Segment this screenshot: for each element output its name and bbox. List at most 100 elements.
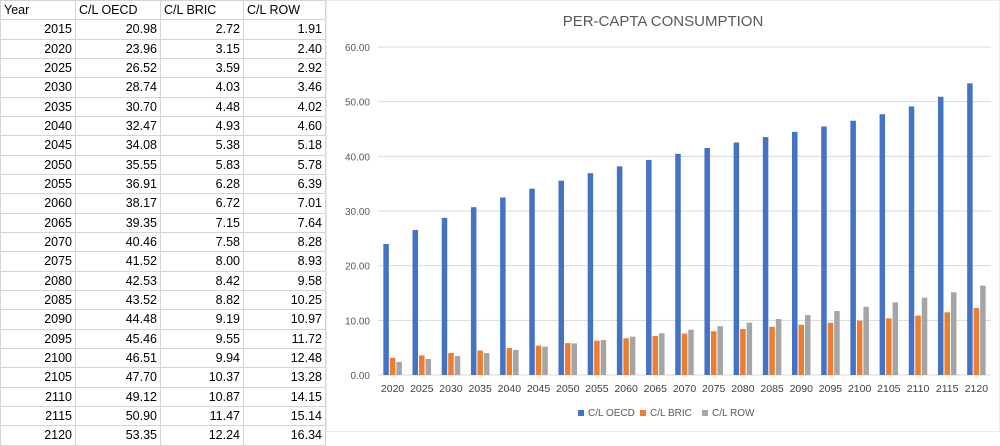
value-cell[interactable]: 8.28 bbox=[243, 231, 326, 253]
year-cell[interactable]: 2090 bbox=[0, 309, 76, 330]
value-cell[interactable]: 9.58 bbox=[243, 270, 326, 291]
value-cell[interactable]: 3.59 bbox=[160, 57, 244, 79]
value-cell[interactable]: 5.38 bbox=[160, 135, 244, 156]
value-cell[interactable]: 32.47 bbox=[75, 115, 161, 137]
year-cell[interactable]: 2115 bbox=[0, 405, 76, 427]
value-cell[interactable]: 8.93 bbox=[243, 251, 326, 272]
year-cell[interactable]: 2045 bbox=[0, 135, 76, 156]
value-cell[interactable]: 10.25 bbox=[243, 289, 326, 311]
value-cell[interactable]: 4.03 bbox=[160, 77, 244, 98]
value-cell[interactable]: 6.28 bbox=[160, 173, 244, 195]
header-cell[interactable]: C/L ROW bbox=[243, 0, 326, 21]
value-cell[interactable]: 34.08 bbox=[75, 135, 161, 156]
year-cell[interactable]: 2015 bbox=[0, 19, 76, 40]
value-cell[interactable]: 15.14 bbox=[243, 405, 326, 427]
value-cell[interactable]: 13.28 bbox=[243, 367, 326, 388]
value-cell[interactable]: 2.92 bbox=[243, 57, 326, 79]
value-cell[interactable]: 41.52 bbox=[75, 251, 161, 272]
year-cell[interactable]: 2095 bbox=[0, 328, 76, 349]
value-cell[interactable]: 8.42 bbox=[160, 270, 244, 291]
value-cell[interactable]: 8.82 bbox=[160, 289, 244, 311]
value-cell[interactable]: 30.70 bbox=[75, 96, 161, 117]
header-cell[interactable]: Year bbox=[0, 0, 76, 21]
year-cell[interactable]: 2055 bbox=[0, 173, 76, 195]
value-cell[interactable]: 11.47 bbox=[160, 405, 244, 427]
value-cell[interactable]: 9.94 bbox=[160, 347, 244, 369]
year-cell[interactable]: 2060 bbox=[0, 193, 76, 214]
value-cell[interactable]: 9.19 bbox=[160, 309, 244, 330]
value-cell[interactable]: 53.35 bbox=[75, 425, 161, 446]
value-cell[interactable]: 11.72 bbox=[243, 328, 326, 349]
value-cell[interactable]: 28.74 bbox=[75, 77, 161, 98]
value-cell[interactable]: 4.02 bbox=[243, 96, 326, 117]
year-cell[interactable]: 2120 bbox=[0, 425, 76, 446]
value-cell[interactable]: 3.15 bbox=[160, 38, 244, 59]
year-cell[interactable]: 2020 bbox=[0, 38, 76, 59]
value-cell[interactable]: 9.55 bbox=[160, 328, 244, 349]
bar bbox=[629, 336, 636, 375]
value-cell[interactable]: 50.90 bbox=[75, 405, 161, 427]
value-cell[interactable]: 10.97 bbox=[243, 309, 326, 330]
value-cell[interactable]: 6.72 bbox=[160, 193, 244, 214]
value-cell[interactable]: 12.24 bbox=[160, 425, 244, 446]
value-cell[interactable]: 10.87 bbox=[160, 386, 244, 407]
header-cell[interactable]: C/L OECD bbox=[75, 0, 161, 21]
value-cell[interactable]: 46.51 bbox=[75, 347, 161, 369]
x-tick-label: 2090 bbox=[790, 383, 814, 395]
value-cell[interactable]: 4.60 bbox=[243, 115, 326, 137]
value-cell[interactable]: 49.12 bbox=[75, 386, 161, 407]
value-cell[interactable]: 20.98 bbox=[75, 19, 161, 40]
year-cell[interactable]: 2040 bbox=[0, 115, 76, 137]
value-cell[interactable]: 7.58 bbox=[160, 231, 244, 253]
value-cell[interactable]: 5.18 bbox=[243, 135, 326, 156]
value-cell[interactable]: 6.39 bbox=[243, 173, 326, 195]
year-cell[interactable]: 2080 bbox=[0, 270, 76, 291]
year-cell[interactable]: 2070 bbox=[0, 231, 76, 253]
value-cell[interactable]: 2.72 bbox=[160, 19, 244, 40]
value-cell[interactable]: 35.55 bbox=[75, 154, 161, 175]
value-cell[interactable]: 38.17 bbox=[75, 193, 161, 214]
header-cell[interactable]: C/L BRIC bbox=[160, 0, 244, 21]
value-cell[interactable]: 44.48 bbox=[75, 309, 161, 330]
value-cell[interactable]: 3.46 bbox=[243, 77, 326, 98]
year-cell[interactable]: 2025 bbox=[0, 57, 76, 79]
bar bbox=[717, 326, 723, 375]
value-cell[interactable]: 39.35 bbox=[75, 212, 161, 233]
value-cell[interactable]: 36.91 bbox=[75, 173, 161, 195]
value-cell[interactable]: 23.96 bbox=[75, 38, 161, 59]
value-cell[interactable]: 5.83 bbox=[160, 154, 244, 175]
value-cell[interactable]: 14.15 bbox=[243, 386, 326, 407]
value-cell[interactable]: 4.93 bbox=[160, 115, 244, 137]
value-cell[interactable]: 7.15 bbox=[160, 212, 244, 233]
value-cell[interactable]: 10.37 bbox=[160, 367, 244, 388]
year-cell[interactable]: 2075 bbox=[0, 251, 76, 272]
value-cell[interactable]: 26.52 bbox=[75, 57, 161, 79]
value-cell[interactable]: 40.46 bbox=[75, 231, 161, 253]
value-cell[interactable]: 43.52 bbox=[75, 289, 161, 311]
year-cell[interactable]: 2030 bbox=[0, 77, 76, 98]
year-cell[interactable]: 2050 bbox=[0, 154, 76, 175]
year-cell[interactable]: 2105 bbox=[0, 367, 76, 388]
year-cell[interactable]: 2110 bbox=[0, 386, 76, 407]
value-cell[interactable]: 16.34 bbox=[243, 425, 326, 446]
value-cell[interactable]: 7.01 bbox=[243, 193, 326, 214]
x-tick-label: 2105 bbox=[877, 383, 901, 395]
value-cell[interactable]: 12.48 bbox=[243, 347, 326, 369]
table-row: 2015 20.98 2.72 1.91 bbox=[0, 19, 326, 40]
year-cell[interactable]: 2035 bbox=[0, 96, 76, 117]
bar bbox=[506, 348, 513, 375]
value-cell[interactable]: 7.64 bbox=[243, 212, 326, 233]
value-cell[interactable]: 1.91 bbox=[243, 19, 326, 40]
value-cell[interactable]: 45.46 bbox=[75, 328, 161, 349]
value-cell[interactable]: 47.70 bbox=[75, 367, 161, 388]
value-cell[interactable]: 8.00 bbox=[160, 251, 244, 272]
value-cell[interactable]: 42.53 bbox=[75, 270, 161, 291]
bar bbox=[681, 333, 688, 375]
year-cell[interactable]: 2085 bbox=[0, 289, 76, 311]
value-cell[interactable]: 2.40 bbox=[243, 38, 326, 59]
year-cell[interactable]: 2065 bbox=[0, 212, 76, 233]
year-cell[interactable]: 2100 bbox=[0, 347, 76, 369]
value-cell[interactable]: 5.78 bbox=[243, 154, 326, 175]
value-cell[interactable]: 4.48 bbox=[160, 96, 244, 117]
table-row: 2025 26.52 3.59 2.92 bbox=[0, 57, 326, 79]
